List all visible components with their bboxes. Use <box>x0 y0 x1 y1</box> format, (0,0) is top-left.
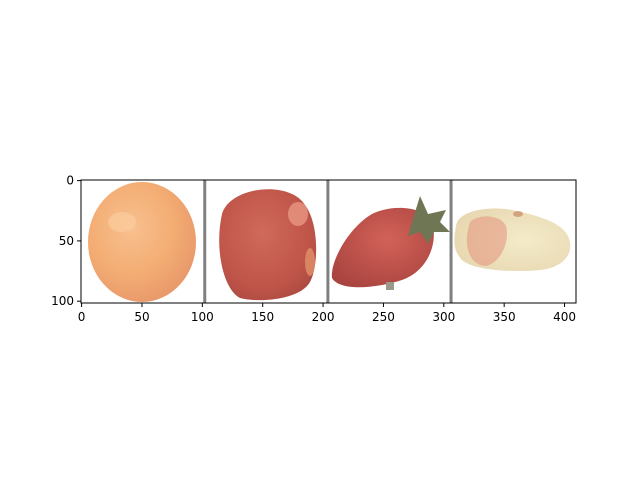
y-tick-label: 0 <box>66 174 74 188</box>
x-tick-label: 300 <box>432 310 455 324</box>
tile-separators <box>203 180 453 303</box>
flat-peach-tile <box>454 208 571 271</box>
y-axis: 0 50 100 <box>51 174 81 308</box>
axes-frame <box>80 179 577 304</box>
image-axes <box>81 180 576 303</box>
strawberry-tile <box>331 196 450 290</box>
tile-separator <box>449 180 453 303</box>
tile-separator <box>203 180 207 303</box>
tomato-tile <box>219 189 317 301</box>
x-tick-label: 250 <box>372 310 395 324</box>
x-tick-label: 350 <box>493 310 516 324</box>
x-tick-label: 0 <box>78 310 86 324</box>
grapefruit-tile <box>88 182 196 302</box>
x-axis: 0 50 100 150 200 250 300 350 400 <box>78 303 576 324</box>
x-tick-label: 150 <box>251 310 274 324</box>
x-tick-label: 400 <box>553 310 576 324</box>
x-tick-label: 100 <box>191 310 214 324</box>
y-tick-label: 100 <box>51 294 74 308</box>
y-tick-label: 50 <box>59 234 74 248</box>
x-tick-label: 200 <box>312 310 335 324</box>
tile-separator <box>326 180 330 303</box>
x-tick-label: 50 <box>134 310 149 324</box>
